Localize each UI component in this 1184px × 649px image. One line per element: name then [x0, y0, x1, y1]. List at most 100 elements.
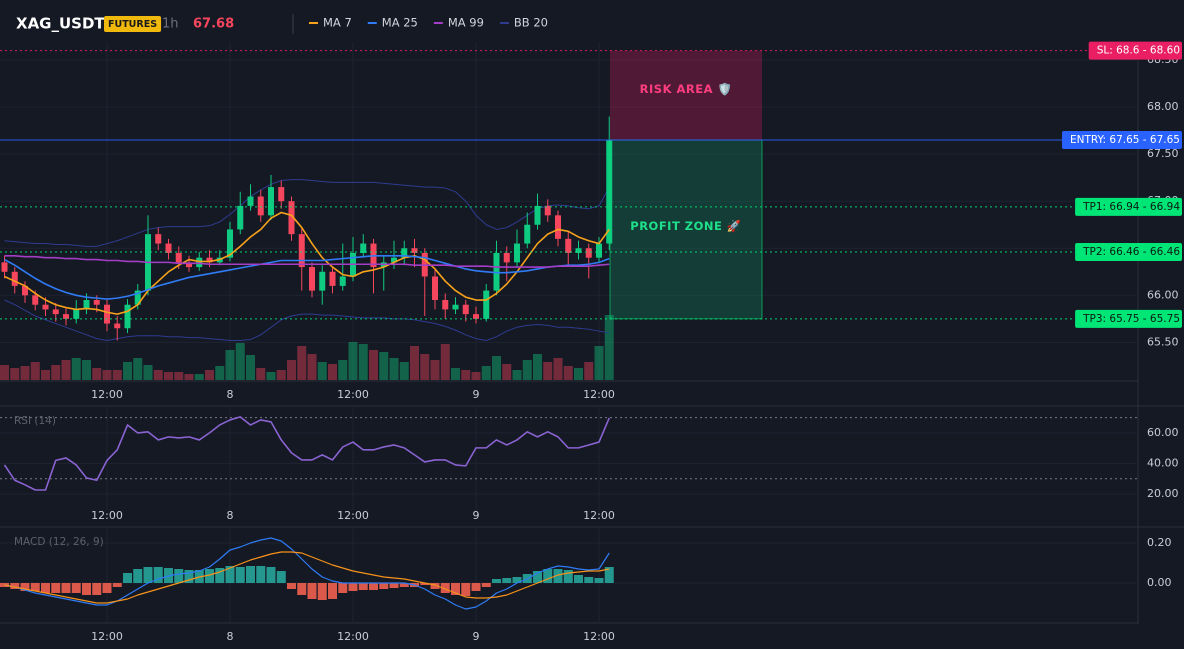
- volume-bar: [174, 372, 184, 380]
- candle-body: [237, 205, 244, 230]
- candle-body: [227, 229, 233, 258]
- volume-bar: [205, 370, 214, 380]
- histogram-bar: [30, 583, 40, 591]
- x-tick-label: 8: [227, 509, 234, 522]
- volume-bar: [184, 374, 194, 380]
- x-tick-label: 12:00: [337, 509, 369, 522]
- histogram-bar: [584, 577, 594, 583]
- candle-body: [473, 314, 479, 319]
- histogram-bar: [143, 567, 153, 583]
- y-tick-label: 0.00: [1147, 576, 1172, 589]
- candle-body: [493, 252, 500, 291]
- histogram-bar: [430, 583, 440, 589]
- x-tick-label: 9: [473, 388, 480, 401]
- histogram-bar: [174, 569, 184, 583]
- candle-body: [165, 243, 172, 253]
- volume-bar: [389, 358, 399, 380]
- panel-title: RSI (14): [14, 415, 56, 427]
- candle-body: [319, 271, 326, 291]
- candle-body: [360, 243, 367, 253]
- volume-bar: [563, 366, 573, 380]
- volume-bar: [102, 370, 112, 380]
- histogram-bar: [440, 583, 450, 593]
- histogram-bar: [256, 566, 266, 583]
- candle-body: [32, 295, 39, 305]
- histogram-bar: [266, 567, 276, 583]
- legend-label: BB 20: [514, 16, 548, 30]
- candle-body: [288, 201, 295, 235]
- level-label-box: [1088, 41, 1182, 60]
- histogram-bar: [51, 583, 61, 593]
- volume-bar: [553, 358, 563, 380]
- volume-bar: [317, 362, 327, 380]
- volume-bar: [143, 365, 153, 380]
- volume-bar: [379, 352, 389, 380]
- x-tick-label: 12:00: [91, 630, 123, 643]
- histogram-bar: [399, 583, 409, 587]
- histogram-bar: [389, 583, 399, 588]
- volume-bar: [41, 370, 50, 380]
- y-tick-label: 20.00: [1147, 487, 1179, 500]
- level-label-box: [1075, 197, 1182, 216]
- candle-body: [534, 205, 541, 225]
- candle-body: [585, 248, 592, 258]
- candle-body: [22, 285, 28, 296]
- histogram-bar: [379, 583, 389, 589]
- risk-zone: [610, 50, 762, 141]
- volume-bar: [451, 368, 460, 380]
- bollinger-upper: [4, 179, 610, 247]
- candle-body: [329, 271, 336, 286]
- candle-body: [175, 252, 182, 263]
- candle-body: [124, 304, 131, 329]
- bollinger-lower: [4, 299, 610, 341]
- volume-bar: [502, 364, 512, 380]
- y-tick-label: 65.50: [1147, 335, 1179, 348]
- moving-average-line: [4, 254, 610, 300]
- volume-bar: [399, 362, 409, 380]
- volume-bar: [574, 368, 583, 380]
- candle-body: [575, 248, 582, 253]
- candle-body: [52, 309, 59, 315]
- histogram-bar: [225, 566, 235, 583]
- candle-body: [442, 300, 449, 310]
- volume-bar: [266, 372, 276, 380]
- interval: 1h: [162, 17, 179, 32]
- y-tick-label: 66.00: [1147, 288, 1179, 301]
- volume-bar: [0, 365, 9, 380]
- volume-bar: [348, 342, 358, 380]
- histogram-bar: [112, 583, 122, 587]
- histogram-bar: [492, 579, 501, 583]
- volume-bar: [584, 362, 594, 380]
- candle-body: [391, 257, 397, 263]
- volume-bar: [246, 355, 255, 380]
- volume-bar: [51, 365, 61, 380]
- histogram-bar: [205, 569, 214, 583]
- histogram-bar: [328, 583, 337, 599]
- candle-body: [544, 205, 551, 216]
- volume-bar: [481, 366, 491, 380]
- candle-body: [93, 300, 100, 305]
- volume-bar: [420, 354, 430, 380]
- histogram-bar: [71, 583, 81, 593]
- moving-average-line: [4, 254, 610, 268]
- level-label: SL: 68.6 - 68.60: [1097, 45, 1180, 57]
- histogram-bar: [317, 583, 327, 600]
- level-label-box: [1075, 243, 1182, 262]
- legend-label: MA 99: [448, 16, 484, 30]
- histogram-bar: [543, 569, 553, 583]
- legend-label: MA 25: [382, 16, 418, 30]
- candle-body: [134, 290, 141, 305]
- x-tick-label: 9: [473, 630, 480, 643]
- level-label-box: [1075, 309, 1182, 328]
- histogram-bar: [153, 567, 163, 583]
- histogram-bar: [461, 583, 471, 596]
- histogram-bar: [102, 583, 112, 593]
- histogram-bar: [246, 566, 255, 583]
- y-tick-label: 68.00: [1147, 100, 1179, 113]
- volume-bar: [123, 362, 132, 380]
- volume-bar: [82, 360, 91, 380]
- candle-body: [278, 187, 285, 202]
- volume-bar: [522, 360, 532, 380]
